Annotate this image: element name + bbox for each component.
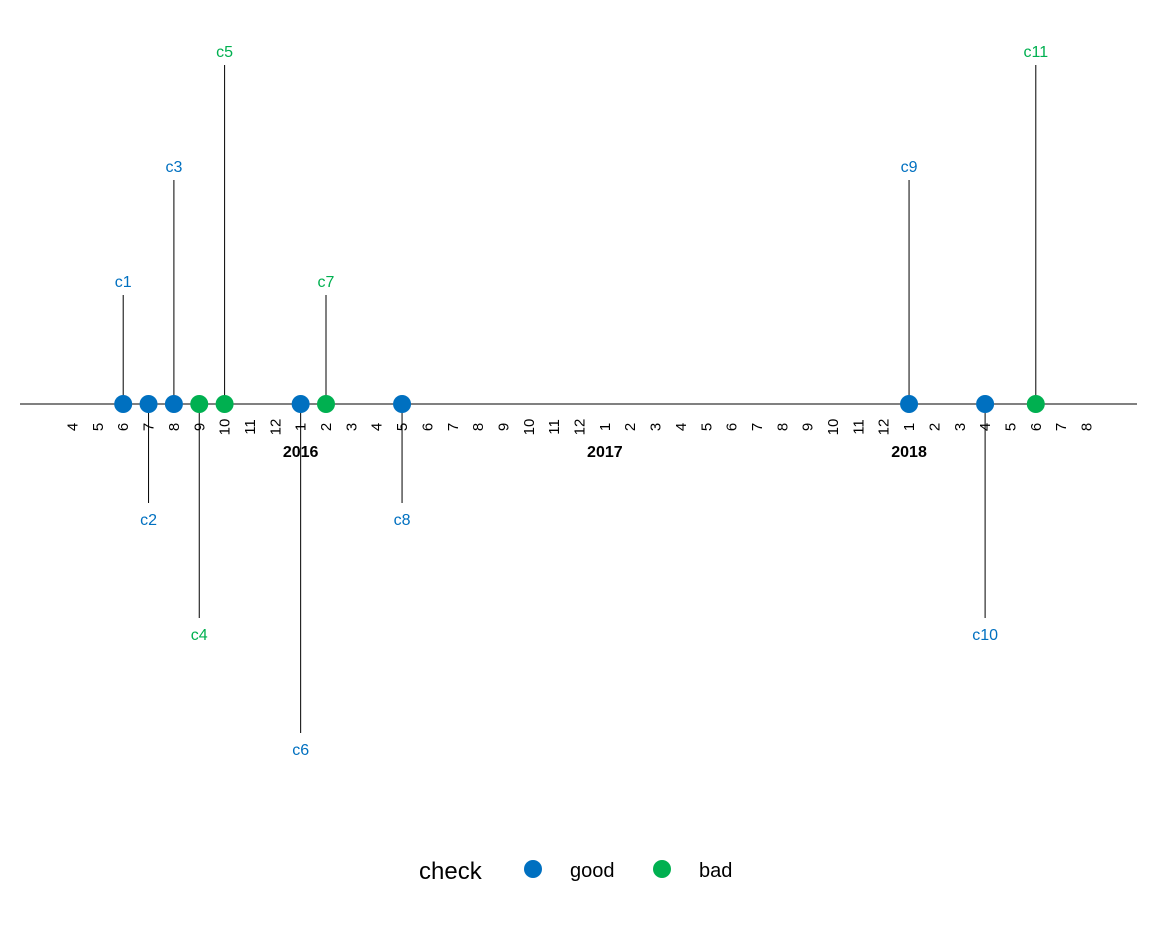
month-tick-label: 9 — [800, 423, 817, 431]
month-tick-label: 3 — [648, 423, 665, 431]
month-tick-label: 8 — [1079, 423, 1096, 431]
month-tick-label: 8 — [166, 423, 183, 431]
event-label: c2 — [140, 512, 157, 529]
month-tick-label: 11 — [546, 419, 563, 435]
month-tick-label: 4 — [369, 423, 386, 431]
month-tick-label: 6 — [724, 423, 741, 431]
event-point — [114, 395, 133, 413]
event-points — [114, 395, 1045, 413]
event-point — [317, 395, 335, 413]
event-point — [190, 395, 209, 413]
month-tick-label: 3 — [952, 423, 969, 431]
month-tick-label: 10 — [521, 419, 538, 436]
month-tick-label: 6 — [419, 423, 436, 431]
year-labels: 2016 2017 2018 — [283, 444, 927, 461]
event-label: c10 — [972, 627, 998, 644]
month-tick-label: 7 — [749, 423, 766, 431]
legend-good-marker — [524, 860, 542, 878]
month-tick-label: 11 — [850, 419, 867, 435]
event-point — [1026, 395, 1045, 413]
month-tick-label: 6 — [115, 423, 132, 431]
event-label: c8 — [394, 512, 411, 529]
year-label: 2017 — [587, 444, 623, 461]
month-tick-label: 12 — [876, 419, 893, 436]
legend-bad-marker — [653, 860, 671, 878]
event-label: c4 — [191, 627, 208, 644]
month-tick-label: 7 — [1053, 423, 1070, 431]
month-tick-label: 2 — [318, 423, 335, 431]
month-tick-label: 4 — [65, 423, 82, 431]
month-tick-label: 9 — [495, 423, 512, 431]
month-tick-label: 7 — [445, 423, 462, 431]
month-tick-label: 2 — [926, 423, 943, 431]
month-tick-label: 9 — [191, 423, 208, 431]
event-label: c5 — [216, 44, 233, 61]
legend-items: good bad — [524, 860, 732, 882]
legend-bad-label: bad — [699, 860, 732, 882]
event-point — [900, 395, 919, 413]
month-tick-label: 5 — [394, 423, 411, 431]
month-tick-label: 7 — [141, 423, 158, 431]
month-tick-label: 1 — [293, 423, 310, 431]
month-tick-label: 1 — [901, 423, 918, 431]
event-label: c6 — [292, 742, 309, 759]
event-label: c1 — [115, 274, 132, 291]
month-tick-label: 4 — [673, 423, 690, 431]
month-tick-label: 8 — [774, 423, 791, 431]
event-label: c3 — [165, 159, 182, 176]
event-stems — [122, 65, 1037, 733]
legend-good-label: good — [570, 860, 615, 882]
event-labels: c1 c2 c3 c4 c5 c6 c7 c8 c9 c10 c11 — [115, 44, 1048, 759]
month-tick-label: 11 — [242, 419, 259, 435]
event-label: c9 — [901, 159, 918, 176]
month-tick-labels: 4 5 6 7 8 9 10 11 12 1 2 3 4 5 6 7 8 9 10 11 12 1 2 3 4 5 6 7 8 9 10 11… — [65, 419, 1096, 436]
month-tick-label: 8 — [470, 423, 487, 431]
month-tick-label: 10 — [825, 419, 842, 436]
month-tick-label: 1 — [597, 423, 614, 431]
year-label: 2016 — [283, 444, 319, 461]
event-point — [291, 395, 310, 413]
month-tick-label: 4 — [977, 423, 994, 431]
legend-title: check — [419, 858, 483, 885]
month-tick-label: 12 — [572, 419, 589, 436]
month-tick-label: 5 — [1002, 423, 1019, 431]
month-tick-label: 6 — [1028, 423, 1045, 431]
event-point — [393, 395, 412, 413]
event-point — [139, 395, 158, 413]
event-label: c11 — [1023, 44, 1048, 61]
month-tick-label: 2 — [622, 423, 639, 431]
event-point — [164, 395, 183, 413]
month-tick-label: 10 — [217, 419, 234, 436]
event-point — [215, 395, 234, 413]
legend: check good bad — [419, 858, 732, 885]
month-tick-label: 5 — [90, 423, 107, 431]
event-label: c7 — [318, 274, 335, 291]
month-tick-label: 12 — [267, 419, 284, 436]
year-label: 2018 — [891, 444, 927, 461]
month-tick-label: 3 — [343, 423, 360, 431]
month-tick-label: 5 — [698, 423, 715, 431]
event-point — [976, 395, 995, 413]
